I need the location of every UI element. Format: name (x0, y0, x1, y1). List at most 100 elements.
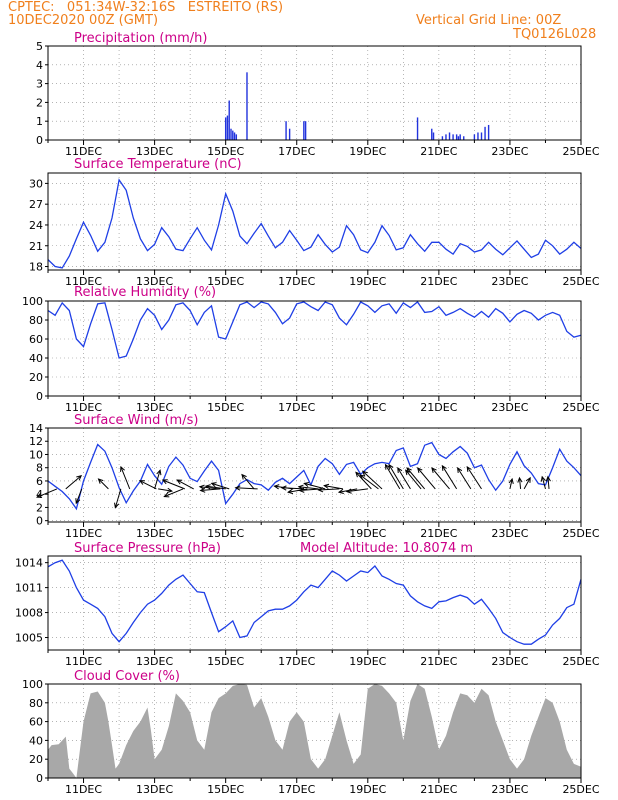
wind-vector-arrowhead (359, 474, 366, 480)
wind-vector-arrow (98, 478, 109, 490)
header-model-id: TQ0126L028 (513, 27, 597, 42)
precip-bar (463, 136, 465, 140)
wind-vector-arrow (75, 488, 83, 504)
y-tick-label: 60 (29, 716, 43, 729)
precip-bar (246, 72, 248, 140)
wind-vector-arrow (547, 476, 550, 489)
wind-vector-arrowhead (457, 467, 463, 474)
wind-vector-arrow (120, 466, 131, 490)
panel-frame (47, 427, 582, 523)
y-tick-label: 40 (29, 734, 43, 747)
wind-vector-arrowhead (273, 484, 280, 490)
precip-bar (228, 100, 230, 140)
precip-bar (452, 134, 454, 140)
wind-vector-arrowhead (138, 480, 145, 485)
x-tick-label: 21DEC (420, 275, 457, 288)
precip-bar (432, 132, 435, 140)
x-tick-label: 19DEC (349, 783, 386, 796)
x-tick-label: 15DEC (207, 527, 244, 540)
y-tick-label: 1 (36, 115, 43, 128)
x-tick-label: 13DEC (136, 145, 173, 158)
wind-vector-arrow (298, 486, 319, 490)
x-tick-label: 17DEC (278, 783, 315, 796)
wind-vector-arrowhead (431, 467, 437, 473)
x-tick-label: 21DEC (420, 145, 457, 158)
x-tick-label: 15DEC (207, 655, 244, 668)
temperature-panel: Surface Temperature (nC) 18 21 24 27 30 11DEC 1… (29, 157, 600, 288)
wind-vector-arrowhead (298, 487, 305, 493)
precip-bar (457, 136, 460, 140)
precip-bar (224, 117, 227, 140)
x-tick-label: 17DEC (278, 145, 315, 158)
x-tick-label: 17DEC (278, 401, 315, 414)
x-tick-label: 23DEC (491, 401, 528, 414)
panel-frame (47, 555, 582, 651)
panel-title: Precipitation (mm/h) (74, 31, 207, 46)
wind-vector-arrowhead (234, 485, 241, 491)
wind-vector-arrow (509, 478, 513, 490)
precip-bar (232, 130, 234, 140)
x-tick-label: 21DEC (420, 527, 457, 540)
precip-bar (477, 132, 479, 140)
precip-bar (285, 121, 287, 140)
wind-vector-arrowhead (317, 487, 324, 493)
y-tick-label: 6 (36, 475, 43, 488)
wind-vector-arrow (385, 464, 401, 490)
y-tick-label: 2 (36, 96, 43, 109)
precip-bar (304, 121, 307, 140)
wind-vector-arrowhead (508, 477, 514, 484)
panel-frame (47, 45, 582, 141)
wind-vector-arrow (318, 488, 340, 491)
x-tick-label: 19DEC (349, 275, 386, 288)
y-tick-label: 4 (36, 59, 43, 72)
x-tick-label: 15DEC (207, 275, 244, 288)
x-tick-label: 15DEC (207, 145, 244, 158)
wind-vector-arrow (299, 488, 322, 492)
wind-vector-arrow (388, 464, 404, 490)
precip-bar (459, 134, 461, 140)
wind-vector-arrow (397, 467, 411, 490)
x-tick-label: 19DEC (349, 655, 386, 668)
x-tick-label: 17DEC (278, 527, 315, 540)
wind-vector-arrowhead (199, 487, 206, 493)
wind-vector-arrowhead (323, 483, 330, 489)
wind-vector-arrowhead (97, 478, 104, 484)
wind-vector-arrowhead (204, 484, 211, 490)
y-tick-label: 14 (29, 422, 43, 435)
y-tick-label: 0 (36, 134, 43, 147)
wind-vector-arrowhead (404, 469, 411, 476)
precip-bar (303, 121, 305, 140)
y-tick-label: 0 (36, 515, 43, 528)
wind-vector-arrow (362, 470, 383, 490)
wind-vector-arrow (466, 466, 482, 490)
header-grid-note: Vertical Grid Line: 00Z (416, 13, 562, 28)
x-tick-label: 15DEC (207, 783, 244, 796)
y-tick-label: 8 (36, 462, 43, 475)
wind-vector-arrow (431, 467, 450, 490)
wind-vector-arrow (360, 474, 379, 490)
y-tick-label: 30 (29, 177, 43, 190)
wind-vector-arrow (457, 467, 472, 490)
wind-vector-arrow (154, 470, 161, 490)
wind-vector-arrow (288, 488, 308, 493)
x-tick-label: 13DEC (136, 401, 173, 414)
x-tick-label: 25DEC (562, 783, 599, 796)
y-tick-label: 0 (36, 772, 43, 785)
wind-vector-arrowhead (345, 488, 352, 494)
wind-vector-arrow (405, 469, 422, 490)
y-tick-label: 12 (29, 435, 43, 448)
y-tick-label: 1014 (15, 557, 43, 570)
y-tick-label: 10 (29, 448, 43, 461)
x-tick-label: 21DEC (420, 783, 457, 796)
precip-bar (441, 136, 444, 140)
wind-vector-arrowhead (466, 465, 472, 472)
x-tick-label: 25DEC (562, 275, 599, 288)
wind-vector-arrowhead (517, 476, 523, 483)
wind-vector-arrow (324, 485, 344, 490)
wind-series-line (47, 441, 582, 511)
x-tick-label: 19DEC (349, 527, 386, 540)
x-tick-label: 13DEC (136, 275, 173, 288)
precip-bar (431, 128, 433, 140)
x-tick-label: 11DEC (65, 783, 102, 796)
y-tick-label: 80 (29, 697, 43, 710)
